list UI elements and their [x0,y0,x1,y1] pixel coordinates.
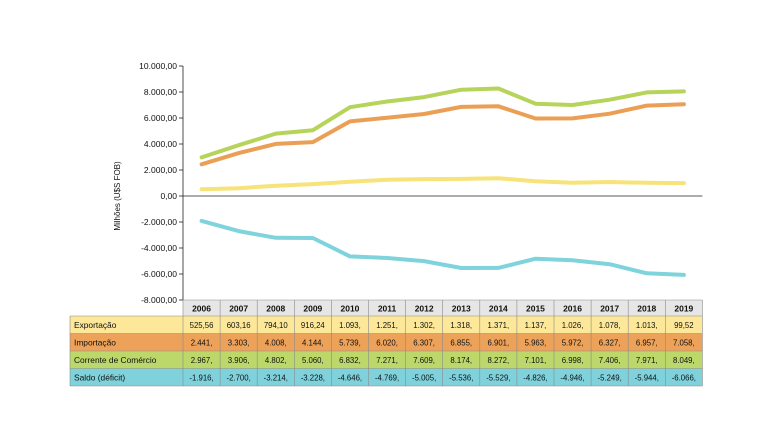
table-cell: 7.271, [376,356,398,365]
table-cell: 6.020, [376,339,398,348]
table-row-bg [70,351,703,369]
series-lines [199,86,686,277]
y-tick-label: 8.000,00 [144,87,177,97]
table-cell: 525,56 [190,321,214,330]
row-label: Importação [74,338,116,348]
year-label: 2012 [415,304,434,314]
y-tick-label: -4.000,00 [141,243,177,253]
table-cell: 1.026, [562,321,584,330]
table-cell: 603,16 [227,321,251,330]
table-cell: -1.916, [189,374,213,383]
row-label: Corrente de Comércio [74,355,157,365]
table-cell: -3.214, [264,374,288,383]
table-cell: 1.137, [525,321,547,330]
table-cell: 1.371, [488,321,510,330]
year-label: 2016 [563,304,582,314]
y-tick-label: 0,00 [160,191,177,201]
table-cell: -4.946, [560,374,584,383]
table-cell: 1.078, [599,321,621,330]
table-cell: 4.008, [265,339,287,348]
table-cell: 5.963, [525,339,547,348]
table-cell: 1.318, [450,321,472,330]
table-cell: 7.971, [636,356,658,365]
year-label: 2006 [192,304,211,314]
series-line-1 [199,102,686,167]
year-label: 2018 [637,304,656,314]
y-tick-label: 4.000,00 [144,139,177,149]
year-label: 2014 [489,304,508,314]
table-cell: 916,24 [301,321,326,330]
year-label: 2019 [674,304,693,314]
table-cell: -5.529, [486,374,510,383]
table-cell: -5.944, [635,374,659,383]
table-cell: 99,52 [674,321,694,330]
y-tick-label: 10.000,00 [139,61,177,71]
table-cell: 5.060, [302,356,324,365]
table-cell: -4.769, [375,374,399,383]
table-row-bg [70,333,703,351]
year-label: 2013 [452,304,471,314]
table-cell: 6.855, [450,339,472,348]
year-label: 2009 [303,304,322,314]
table-cell: -2.700, [227,374,251,383]
y-tick-label: -8.000,00 [141,295,177,305]
table-cell: 5.972, [562,339,584,348]
year-label: 2007 [229,304,248,314]
y-tick-label: 2.000,00 [144,165,177,175]
row-label: Saldo (déficit) [74,373,125,383]
table-cell: 2.441, [191,339,213,348]
table-cell: -5.005, [412,374,436,383]
table-cell: 7.406, [599,356,621,365]
y-axis: 10.000,00 8.000,00 6.000,00 4.000,00 2.000,0… [139,61,703,305]
table-cell: -4.826, [523,374,547,383]
series-line-0 [199,176,686,192]
table-cell: -6.066, [672,374,696,383]
year-label: 2015 [526,304,545,314]
year-label: 2011 [378,304,397,314]
table-cell: 6.901, [488,339,510,348]
table-cell: 1.013, [636,321,658,330]
table-cell: -5.249, [598,374,622,383]
year-label: 2008 [266,304,285,314]
y-tick-label: 6.000,00 [144,113,177,123]
table-cell: 794,10 [264,321,289,330]
table-row-bg [70,316,703,334]
year-label: 2010 [340,304,359,314]
table-cell: 5.739, [339,339,361,348]
table-cell: 6.832, [339,356,361,365]
table-cell: 2.967, [191,356,213,365]
y-tick-label: -2.000,00 [141,217,177,227]
table-cell: -3.228, [301,374,325,383]
table-cell: -4.646, [338,374,362,383]
table-cell: 7.101, [525,356,547,365]
table-cell: 3.303, [228,339,250,348]
table-cell: 6.327, [599,339,621,348]
table-cell: 8.049, [673,356,695,365]
table-cell: 6.307, [413,339,435,348]
series-line-2 [199,86,686,160]
table-cell: 1.302, [413,321,435,330]
row-label: Exportação [74,320,117,330]
table-row-bg [70,368,703,386]
table-cell: 6.957, [636,339,658,348]
data-table: 2006 2007 2008 2009 2010 2011 2012 2013 2014 2015… [69,299,703,387]
table-cell: 4.144, [302,339,324,348]
table-cell: 4.802, [265,356,287,365]
table-cell: 8.174, [450,356,472,365]
series-line-3 [199,218,686,277]
y-axis-label: Milhões (U$S FOB) [113,161,122,231]
table-cell: 1.093, [339,321,361,330]
table-cell: 7.609, [413,356,435,365]
table-cell: -5.536, [449,374,473,383]
table-cell: 8.272, [488,356,510,365]
table-cell: 7.058, [673,339,695,348]
table-cell: 1.251, [376,321,398,330]
y-tick-label: -6.000,00 [141,269,177,279]
table-cell: 3.906, [228,356,250,365]
table-cell: 6.998, [562,356,584,365]
year-label: 2017 [600,304,619,314]
